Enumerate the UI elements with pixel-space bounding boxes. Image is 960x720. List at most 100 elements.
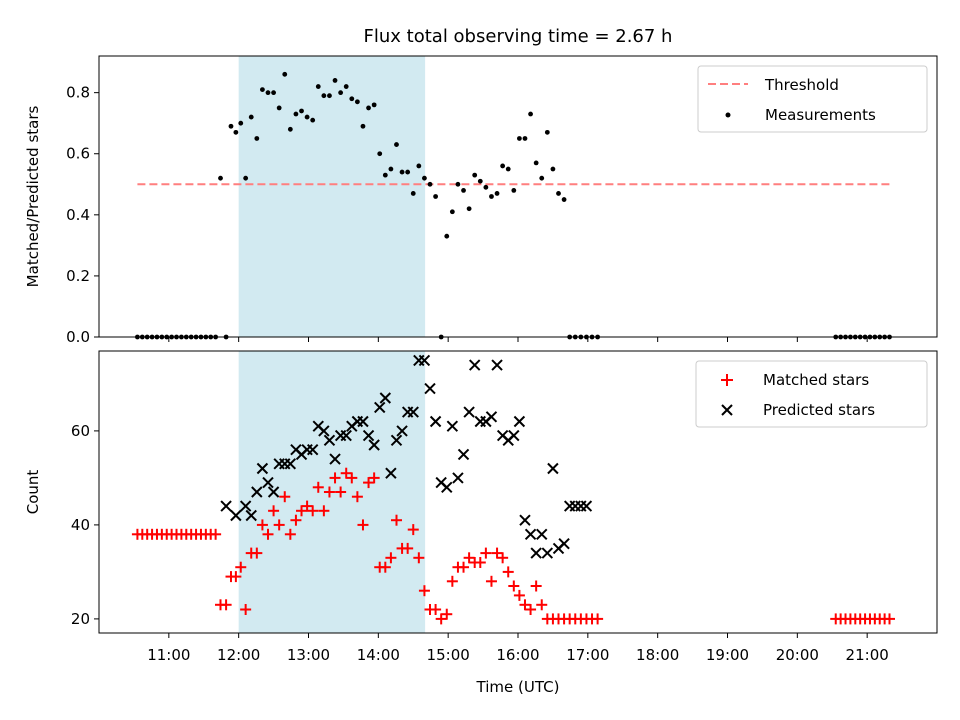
measurement-point bbox=[265, 90, 271, 96]
measurement-point bbox=[233, 129, 239, 135]
measurement-point bbox=[304, 114, 310, 120]
predicted-star-point bbox=[485, 411, 498, 423]
matched-star-point bbox=[301, 500, 313, 512]
matched-star-point bbox=[474, 557, 486, 568]
predicted-star-point bbox=[519, 514, 531, 526]
matched-star-point bbox=[312, 481, 324, 493]
matched-star-point bbox=[279, 491, 291, 503]
measurement-point bbox=[238, 120, 244, 126]
predicted-star-point bbox=[530, 547, 542, 559]
matched-star-point bbox=[307, 505, 319, 517]
measurement-point bbox=[483, 184, 489, 190]
measurement-point bbox=[327, 93, 332, 99]
predicted-star-point bbox=[245, 509, 257, 522]
predicted-star-point bbox=[558, 537, 570, 550]
measurement-point bbox=[360, 123, 366, 129]
top-panel-x-ticks bbox=[168, 337, 868, 342]
y-tick-label: 0.4 bbox=[66, 206, 90, 224]
predicted-star-point bbox=[368, 439, 380, 451]
matched-star-point bbox=[458, 561, 470, 573]
x-tick-label: 13:00 bbox=[287, 646, 330, 664]
matched-star-point bbox=[379, 561, 391, 573]
predicted-star-point bbox=[407, 406, 419, 418]
y-tick-label: 60 bbox=[71, 422, 90, 440]
x-axis-label: Time (UTC) bbox=[476, 678, 560, 696]
matched-star-point bbox=[329, 472, 341, 484]
predicted-star-point bbox=[536, 528, 548, 541]
predicted-star-point bbox=[329, 453, 341, 465]
predicted-star-point bbox=[374, 401, 386, 414]
matched-star-point bbox=[536, 599, 548, 611]
measurement-point bbox=[254, 136, 260, 141]
predicted-star-point bbox=[306, 443, 319, 456]
measurement-point bbox=[343, 84, 349, 89]
x-tick-label: 18:00 bbox=[636, 646, 679, 664]
matched-star-point bbox=[390, 514, 402, 526]
matched-star-point bbox=[240, 604, 252, 615]
x-tick-label: 17:00 bbox=[566, 646, 609, 664]
measurement-point bbox=[494, 191, 500, 196]
bottom-panel-marks bbox=[131, 354, 896, 625]
measurement-point bbox=[427, 181, 433, 187]
measurement-point bbox=[310, 117, 316, 123]
measurement-point bbox=[243, 175, 249, 181]
measurement-point bbox=[293, 111, 299, 117]
measurement-point bbox=[533, 160, 539, 166]
predicted-star-point bbox=[463, 406, 475, 418]
matched-star-point bbox=[592, 613, 604, 625]
matched-star-point bbox=[230, 571, 242, 583]
matched-star-point bbox=[485, 575, 497, 587]
measurement-point bbox=[539, 175, 545, 181]
measurement-point bbox=[276, 105, 282, 111]
matched-star-point bbox=[235, 561, 247, 573]
matched-star-point bbox=[502, 566, 514, 578]
measurement-point bbox=[371, 102, 377, 108]
predicted-star-point bbox=[340, 429, 352, 442]
matched-star-point bbox=[884, 613, 896, 625]
measurement-point bbox=[500, 163, 506, 169]
matched-star-point bbox=[446, 575, 458, 587]
predicted-star-point bbox=[220, 500, 232, 512]
measurement-point bbox=[382, 172, 388, 178]
measurement-point bbox=[282, 71, 288, 77]
predicted-star-point bbox=[362, 429, 375, 442]
matched-star-point bbox=[323, 486, 335, 498]
legend-predicted-label: Predicted stars bbox=[763, 401, 875, 419]
legend-threshold-label: Threshold bbox=[764, 76, 839, 94]
bottom-panel-y-axis-label: Count bbox=[24, 470, 42, 515]
predicted-star-point bbox=[441, 481, 453, 494]
matched-star-point bbox=[525, 604, 537, 615]
matched-star-point bbox=[368, 472, 380, 484]
matched-star-point bbox=[407, 524, 419, 536]
measurement-point bbox=[516, 136, 522, 141]
measurement-point bbox=[315, 84, 321, 89]
predicted-star-point bbox=[457, 448, 470, 461]
top-panel-ratio: 0.00.20.40.60.8 Matched/Predicted stars … bbox=[24, 55, 938, 346]
predicted-star-point bbox=[318, 425, 330, 437]
legend-measurements-label: Measurements bbox=[765, 106, 876, 124]
matched-star-point bbox=[508, 580, 520, 592]
matched-star-point bbox=[357, 519, 369, 531]
measurement-point bbox=[354, 99, 360, 105]
measurement-point bbox=[550, 166, 556, 172]
measurement-point bbox=[405, 169, 411, 175]
y-tick-label: 0.2 bbox=[66, 267, 90, 285]
predicted-star-point bbox=[284, 458, 297, 470]
measurement-point bbox=[394, 142, 399, 147]
predicted-star-point bbox=[491, 359, 503, 371]
matched-star-point bbox=[351, 491, 363, 503]
x-tick-label: 19:00 bbox=[706, 646, 749, 664]
measurement-point bbox=[489, 194, 494, 199]
matched-star-point bbox=[413, 552, 425, 564]
measurement-point bbox=[366, 105, 371, 111]
measurement-point bbox=[377, 151, 383, 157]
top-panel-y-axis-label: Matched/Predicted stars bbox=[24, 106, 42, 288]
bottom-panel-legend: Matched stars Predicted stars bbox=[695, 360, 928, 428]
predicted-star-point bbox=[429, 415, 442, 428]
measurement-point bbox=[338, 90, 344, 96]
matched-star-point bbox=[402, 542, 414, 554]
measurement-point bbox=[511, 187, 517, 193]
measurement-point bbox=[260, 87, 265, 92]
predicted-star-point bbox=[379, 392, 392, 404]
